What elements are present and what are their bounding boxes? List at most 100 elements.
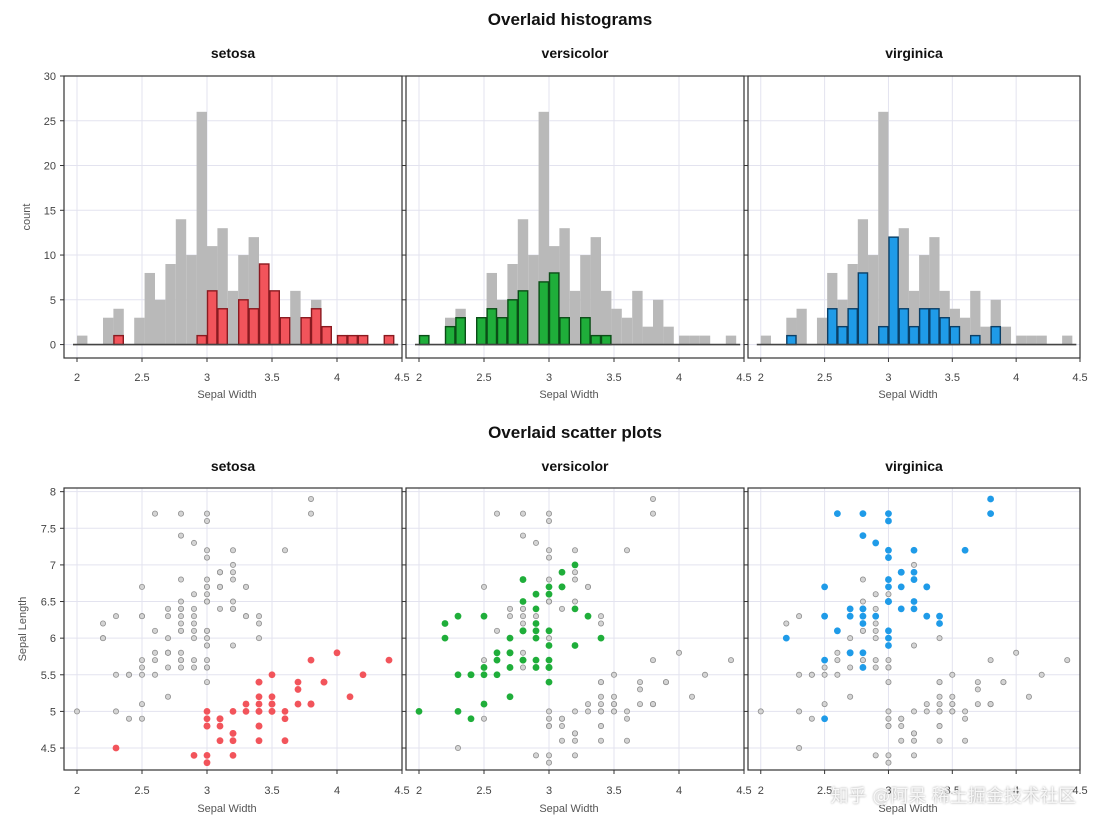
gray-point [520, 605, 527, 612]
all-species-bar [538, 111, 549, 345]
gray-point [229, 642, 236, 649]
versicolor-bar [600, 334, 612, 346]
gray-point [177, 627, 184, 634]
gray-point [164, 649, 171, 656]
gray-point [702, 671, 709, 678]
gray-point [151, 510, 158, 517]
gray-point [203, 554, 210, 561]
virginica-point [846, 605, 854, 613]
gray-point [650, 495, 657, 502]
gray-point [546, 598, 553, 605]
all-species-bar [699, 335, 711, 345]
versicolor-bar [580, 317, 591, 346]
gray-point [126, 671, 133, 678]
virginica-point [859, 649, 867, 657]
setosa-point [203, 708, 211, 715]
versicolor-point [480, 700, 488, 708]
versicolor-bar [517, 290, 529, 346]
all-species-bar [1026, 335, 1037, 345]
all-species-bar [868, 255, 879, 345]
gray-point [138, 613, 145, 620]
all-species-bar [878, 111, 889, 345]
gray-point [572, 547, 579, 554]
gray-point [113, 708, 120, 715]
x-tick-label: 2.5 [817, 785, 832, 797]
virginica-point [936, 612, 943, 620]
x-axis-label: Sepal Width [539, 803, 598, 815]
x-tick-label: 2.5 [476, 372, 491, 384]
gray-point [872, 627, 879, 634]
x-tick-label: 3 [885, 785, 891, 797]
y-tick-label: 6.5 [41, 597, 56, 609]
setosa-point [255, 708, 263, 715]
all-species-bar [786, 317, 797, 345]
all-species-bar [590, 237, 601, 345]
virginica-point [885, 554, 892, 561]
all-species-bar [990, 299, 1001, 345]
versicolor-point [597, 634, 605, 642]
virginica-point [885, 546, 892, 554]
gray-point [872, 620, 879, 627]
all-species-bar [611, 308, 622, 345]
virginica-point [910, 605, 918, 613]
versicolor-point [532, 620, 540, 627]
setosa-point [307, 700, 315, 708]
setosa-point [229, 751, 237, 759]
gray-point [190, 613, 197, 620]
x-tick-label: 2.5 [476, 785, 491, 797]
panel-frame [63, 75, 403, 359]
gray-point [611, 693, 618, 700]
setosa-bar [357, 334, 369, 346]
setosa-point [320, 678, 328, 686]
setosa-point [203, 759, 211, 767]
versicolor-point [493, 671, 501, 679]
gray-point [255, 620, 262, 627]
y-tick-label: 5.5 [41, 670, 56, 682]
versicolor-bar [496, 317, 508, 346]
gray-point [480, 657, 487, 664]
gray-point [229, 569, 236, 576]
scatter-title: Overlaid scatter plots [488, 423, 662, 442]
all-species-bar [175, 219, 187, 345]
gray-point [203, 576, 210, 583]
gray-point [572, 708, 579, 715]
virginica-point [923, 583, 931, 591]
panel-title: virginica [885, 458, 943, 474]
x-tick-label: 2 [758, 372, 764, 384]
versicolor-point [454, 612, 462, 620]
virginica-point [987, 495, 995, 503]
virginica-point [859, 664, 867, 671]
gray-point [949, 708, 956, 715]
versicolor-point [519, 627, 527, 635]
gray-point [898, 715, 905, 722]
gray-point [151, 627, 158, 634]
setosa-point [255, 693, 263, 701]
gray-point [216, 569, 223, 576]
gray-point [177, 510, 184, 517]
versicolor-point [545, 590, 553, 598]
gray-point [585, 708, 592, 715]
gray-point [796, 708, 803, 715]
all-species-bar [816, 317, 828, 345]
virginica-point [885, 583, 892, 591]
gray-point [546, 576, 553, 583]
gray-point [796, 671, 803, 678]
x-tick-label: 4.5 [394, 372, 409, 384]
gray-point [203, 591, 210, 598]
panel-title: setosa [211, 458, 256, 474]
gray-point [493, 627, 500, 634]
all-species-bar [760, 335, 771, 345]
all-species-bar [679, 335, 690, 345]
setosa-bar [248, 308, 260, 346]
all-species-bar [77, 335, 88, 345]
versicolor-point [415, 708, 423, 715]
gray-point [546, 715, 553, 722]
gray-point [281, 547, 288, 554]
gray-point [307, 510, 314, 517]
gray-point [177, 613, 184, 620]
scatter-row: setosa 2 2.5 3 3.5 4 4.5 Sepal Width 4.5 5 5.5 6 6.5… [17, 458, 1088, 815]
gray-point [898, 723, 905, 730]
versicolor-point [584, 612, 592, 620]
versicolor-point [454, 671, 462, 679]
versicolor-bar [476, 317, 487, 346]
